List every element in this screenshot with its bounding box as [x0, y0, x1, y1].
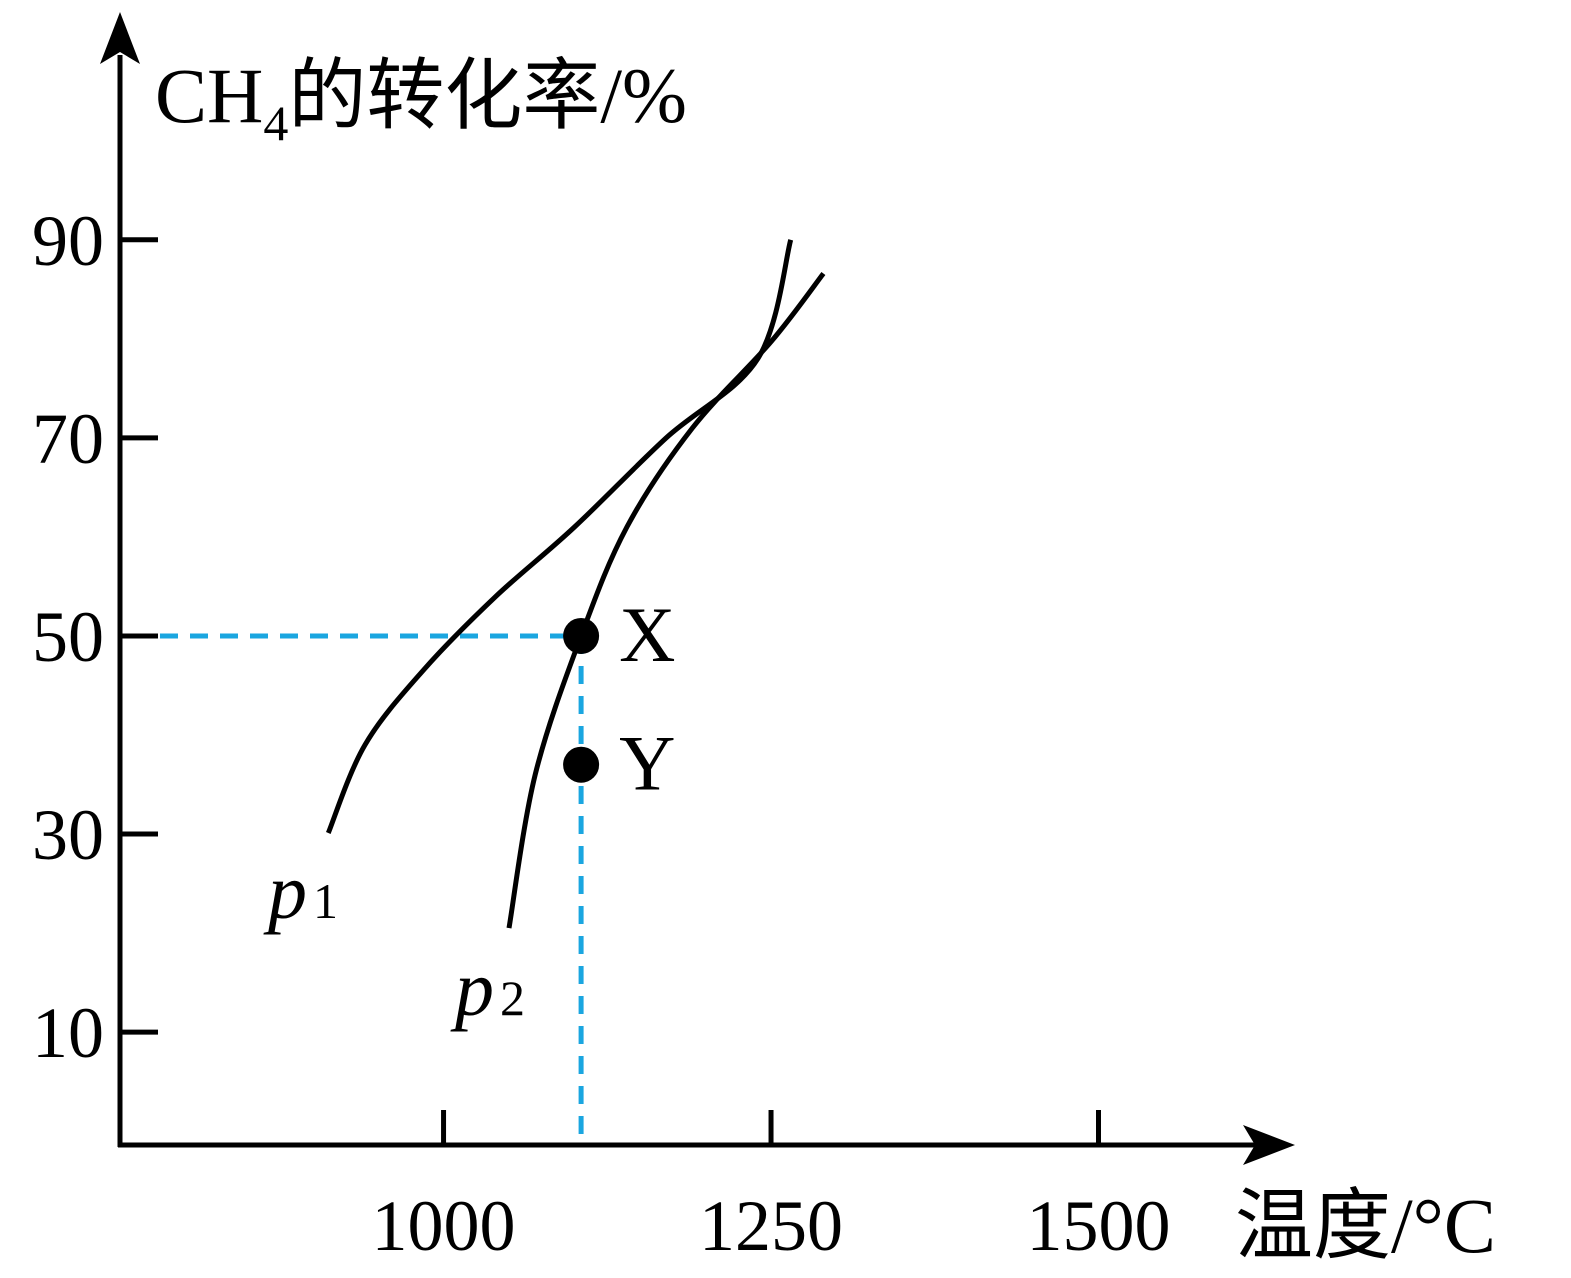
x-tick-label: 1000	[372, 1186, 516, 1266]
y-tick-label: 10	[32, 993, 104, 1073]
series-line-p2	[506, 271, 826, 929]
y-axis-title-main: CH	[155, 52, 263, 139]
series-layer	[325, 239, 826, 929]
point-label-X: X	[619, 591, 675, 678]
y-axis-title-rest: 的转化率/%	[288, 52, 687, 139]
x-tick-label: 1250	[699, 1186, 843, 1266]
x-tick-label: 1500	[1027, 1186, 1171, 1266]
x-axis-title: 温度/°C	[1235, 1182, 1496, 1269]
y-axis-title-sub: 4	[263, 95, 288, 151]
x-axis-arrow	[1243, 1125, 1295, 1165]
series-line-p1	[325, 239, 794, 834]
series-label-p1-sub: 1	[313, 873, 338, 929]
y-ticks: 10 30 50 70 90	[32, 201, 158, 1073]
series-label-p2-sub: 2	[500, 970, 525, 1026]
x-ticks: 1000 1250 1500	[372, 1110, 1171, 1266]
point-Y	[563, 746, 600, 783]
point-label-Y: Y	[619, 720, 675, 807]
point-X	[563, 617, 600, 654]
reference-lines	[160, 633, 584, 1145]
points-layer: XY	[563, 591, 675, 807]
series-label-p1-main: p	[263, 848, 307, 935]
series-label-p2-main: p	[450, 945, 494, 1032]
y-tick-label: 70	[32, 399, 104, 479]
y-axis-arrow	[100, 12, 140, 64]
y-tick-label: 50	[32, 597, 104, 677]
y-tick-label: 90	[32, 201, 104, 281]
y-axis-title: CH4的转化率/%	[155, 52, 687, 151]
y-tick-label: 30	[32, 795, 104, 875]
